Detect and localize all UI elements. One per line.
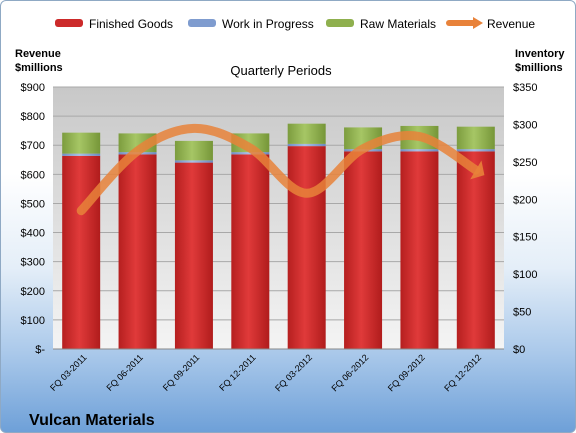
- legend-swatch-finished-goods: [55, 19, 83, 27]
- x-tick-label: FQ 03-2011: [48, 352, 89, 393]
- left-axis-label-line1: Revenue: [15, 48, 61, 60]
- legend: Finished Goods Work in Progress Raw Mate…: [55, 17, 535, 31]
- left-tick-label: $900: [21, 82, 45, 94]
- x-tick-label: FQ 06-2011: [104, 352, 145, 393]
- revenue-line-layer: [76, 123, 485, 216]
- x-axis-ticks: FQ 03-2011 FQ 06-2011 FQ 09-2011 FQ 12-2011…: [48, 352, 483, 393]
- left-tick-label: $200: [21, 286, 45, 298]
- bar-work-in-progress: [287, 143, 326, 147]
- legend-label-revenue: Revenue: [487, 17, 535, 31]
- bar-work-in-progress: [174, 160, 213, 163]
- right-tick-label: $200: [513, 194, 537, 206]
- revenue-arrowhead: [470, 160, 485, 180]
- right-axis-label-line1: Inventory: [515, 48, 565, 60]
- bar-finished-goods: [231, 154, 270, 349]
- right-tick-label: $250: [513, 157, 537, 169]
- right-tick-label: $150: [513, 232, 537, 244]
- bar-raw-materials: [456, 126, 495, 150]
- right-tick-label: $50: [513, 307, 531, 319]
- bar-layer: [62, 123, 495, 349]
- left-tick-label: $700: [21, 140, 45, 152]
- legend-label-finished-goods: Finished Goods: [89, 17, 173, 31]
- x-tick-label: FQ 09-2011: [161, 352, 202, 393]
- legend-arrow-revenue-icon: [473, 17, 483, 29]
- bar-work-in-progress: [400, 149, 439, 152]
- right-tick-label: $100: [513, 269, 537, 281]
- company-name: Vulcan Materials: [29, 412, 155, 429]
- bar-finished-goods: [118, 154, 157, 349]
- left-tick-label: $-: [35, 344, 45, 356]
- bar-raw-materials: [287, 123, 326, 144]
- left-tick-label: $600: [21, 169, 45, 181]
- right-axis-label-line2: $millions: [515, 62, 563, 74]
- x-tick-label: FQ 12-2011: [217, 352, 258, 393]
- bar-raw-materials: [174, 140, 213, 161]
- right-tick-label: $0: [513, 344, 525, 356]
- bar-finished-goods: [174, 162, 213, 349]
- left-axis-label-line2: $millions: [15, 62, 63, 74]
- left-tick-label: $100: [21, 315, 45, 327]
- bar-finished-goods: [456, 151, 495, 349]
- bar-finished-goods: [400, 151, 439, 349]
- bar-work-in-progress: [456, 149, 495, 152]
- bar-work-in-progress: [62, 153, 101, 156]
- left-tick-label: $800: [21, 111, 45, 123]
- right-tick-label: $300: [513, 119, 537, 131]
- left-tick-label: $300: [21, 257, 45, 269]
- bar-raw-materials: [62, 132, 101, 154]
- chart-title: Quarterly Periods: [230, 63, 332, 78]
- left-axis-ticks: $- $100 $200 $300 $400 $500 $600 $700 $800 $900: [21, 82, 46, 356]
- legend-label-raw-materials: Raw Materials: [360, 17, 436, 31]
- x-tick-label: FQ 12-2012: [442, 352, 483, 393]
- bar-finished-goods: [344, 151, 383, 349]
- bar-finished-goods: [62, 155, 101, 349]
- x-tick-label: FQ 03-2012: [273, 352, 314, 393]
- legend-label-work-in-progress: Work in Progress: [222, 17, 314, 31]
- legend-swatch-raw-materials: [326, 19, 354, 27]
- x-tick-label: FQ 06-2012: [329, 352, 370, 393]
- left-tick-label: $400: [21, 228, 45, 240]
- right-axis-ticks: $0 $50 $100 $150 $200 $250 $300 $350: [513, 82, 537, 356]
- legend-swatch-work-in-progress: [188, 19, 216, 27]
- right-tick-label: $350: [513, 82, 537, 94]
- left-tick-label: $500: [21, 198, 45, 210]
- x-tick-label: FQ 09-2012: [386, 352, 427, 393]
- bar-finished-goods: [287, 146, 326, 349]
- revenue-line: [76, 123, 481, 216]
